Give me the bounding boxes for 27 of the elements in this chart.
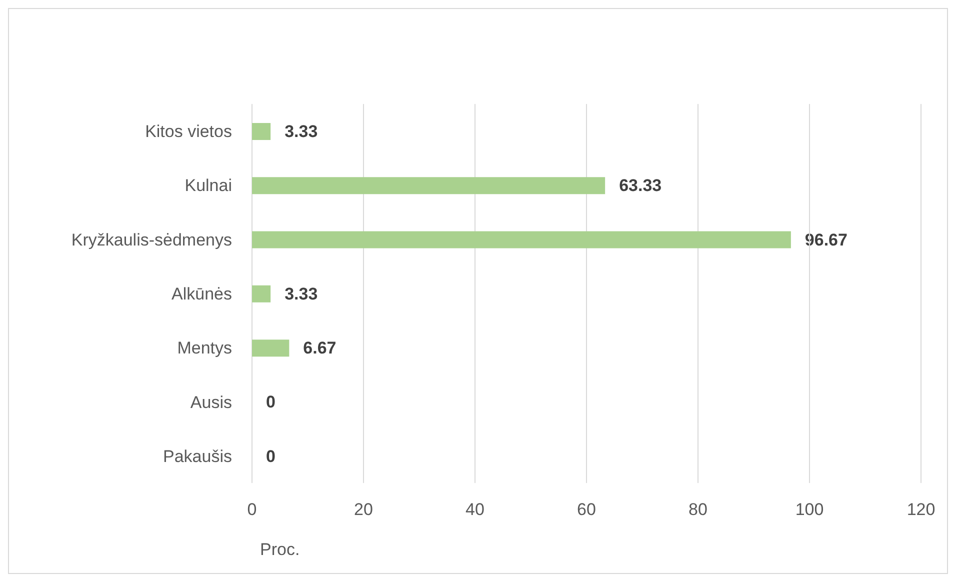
data-label: 96.67 <box>804 230 848 250</box>
y-tick-label: Kitos vietos <box>145 122 232 142</box>
bar <box>252 177 606 194</box>
x-tick-label: 0 <box>247 500 257 520</box>
y-tick-label: Pakaušis <box>163 446 232 466</box>
x-tick-label: 40 <box>466 500 484 520</box>
y-tick-label: Kryžkaulis-sėdmenys <box>71 230 232 250</box>
y-tick-label: Alkūnės <box>172 284 232 304</box>
x-axis-title: Proc. <box>260 540 300 559</box>
x-tick-label: 60 <box>577 500 596 520</box>
bar <box>252 123 271 140</box>
x-tick-label: 120 <box>906 500 936 520</box>
x-tick-label: 80 <box>688 500 708 520</box>
data-label: 6.67 <box>303 338 336 358</box>
y-tick-label: Kulnai <box>184 176 232 196</box>
bar <box>252 231 791 248</box>
data-label: 0 <box>266 392 276 412</box>
x-tick-label: 20 <box>354 500 373 520</box>
y-tick-label: Ausis <box>190 392 232 412</box>
y-tick-label: Mentys <box>177 338 232 358</box>
data-label: 3.33 <box>284 284 318 304</box>
bar <box>252 340 290 357</box>
bar <box>252 285 271 302</box>
x-tick-label: 100 <box>795 500 824 520</box>
data-label: 0 <box>266 446 276 466</box>
data-label: 3.33 <box>284 122 318 142</box>
data-label: 63.33 <box>619 176 662 196</box>
